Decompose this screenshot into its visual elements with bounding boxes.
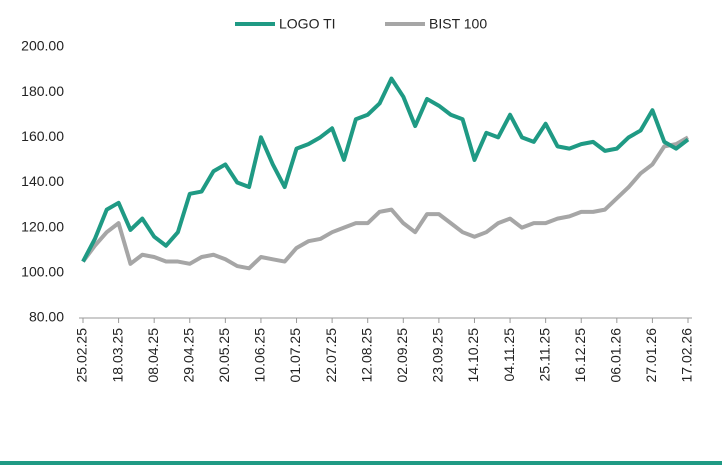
- y-tick-label: 100.00: [21, 264, 64, 280]
- y-tick-label: 140.00: [21, 173, 64, 189]
- y-tick-label: 180.00: [21, 83, 64, 99]
- x-tick-label: 01.07.25: [287, 328, 303, 383]
- series-line: [81, 135, 689, 271]
- x-tick-label: 12.08.25: [358, 328, 374, 383]
- x-tick-label: 06.01.26: [608, 328, 624, 383]
- x-tick-label: 25.11.25: [536, 328, 552, 382]
- series-line: [81, 76, 690, 263]
- x-tick-label: 25.02.25: [74, 328, 90, 383]
- y-tick-label: 120.00: [21, 218, 64, 234]
- x-tick-label: 10.06.25: [252, 328, 268, 383]
- x-tick-label: 08.04.25: [145, 328, 161, 383]
- legend-label: LOGO TI: [279, 16, 336, 32]
- x-tick-label: 02.09.25: [394, 328, 410, 383]
- x-tick-label: 20.05.25: [216, 328, 232, 383]
- x-tick-label: 27.01.26: [643, 328, 659, 383]
- y-tick-label: 160.00: [21, 128, 64, 144]
- x-tick-label: 23.09.25: [430, 328, 446, 383]
- legend-label: BIST 100: [429, 16, 487, 32]
- y-tick-label: 200.00: [21, 38, 64, 54]
- x-tick-label: 16.12.25: [572, 328, 588, 383]
- x-tick-label: 04.11.25: [501, 328, 517, 382]
- x-tick-label: 22.07.25: [323, 328, 339, 383]
- x-tick-label: 17.02.26: [679, 328, 695, 383]
- x-tick-label: 14.10.25: [465, 328, 481, 383]
- y-tick-label: 80.00: [29, 309, 64, 325]
- x-tick-label: 18.03.25: [109, 328, 125, 383]
- x-tick-label: 29.04.25: [180, 328, 196, 383]
